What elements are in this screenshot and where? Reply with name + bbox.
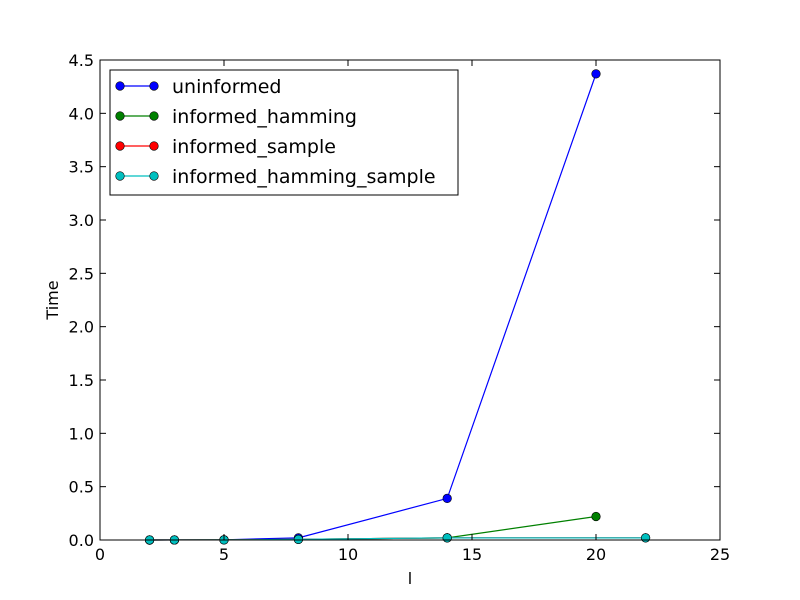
legend-marker: [149, 141, 159, 151]
y-tick-label: 1.5: [69, 371, 94, 390]
legend-item-informed-sample: informed_sample: [115, 136, 336, 158]
y-tick-label: 3.0: [69, 211, 94, 230]
x-tick-label: 15: [462, 545, 482, 564]
x-tick-label: 25: [710, 545, 730, 564]
legend-marker: [149, 111, 159, 121]
axes-layer: 0 5 10 15 20 25 0.0 0.5 1.0 1.5 2.0 2.5 3.0 3.5 4.0 4.5…: [43, 51, 730, 588]
data-point-uninformed: [442, 493, 452, 504]
legend: uninformed informed_hamming informed_sampl…: [109, 69, 459, 196]
y-tick-label: 0.0: [69, 531, 94, 550]
data-point-informed-hamming-sample: [293, 534, 304, 544]
y-axis-label: Time: [43, 280, 62, 320]
legend-box: [109, 69, 459, 196]
data-point-informed-hamming: [591, 511, 601, 522]
legend-label: informed_hamming: [172, 106, 357, 128]
legend-item-informed-hamming: informed_hamming: [115, 106, 357, 128]
legend-item-uninformed: uninformed: [115, 76, 281, 98]
legend-marker: [115, 81, 125, 91]
legend-marker: [149, 171, 159, 181]
data-point-informed-hamming-sample: [640, 533, 651, 543]
axes-frame: [99, 59, 721, 541]
legend-item-informed-hamming-sample: informed_hamming_sample: [115, 166, 436, 188]
x-axis-label: l: [408, 569, 412, 588]
x-tick-label: 10: [338, 545, 358, 564]
x-tick-label: 20: [586, 545, 606, 564]
data-point-informed-hamming-sample: [442, 533, 452, 543]
data-point-uninformed: [591, 69, 601, 79]
legend-label: uninformed: [172, 76, 281, 98]
legend-label: informed_sample: [172, 136, 336, 158]
legend-marker: [115, 171, 125, 181]
legend-marker: [115, 111, 125, 121]
x-tick-label: 5: [219, 545, 229, 564]
y-tick-label: 3.5: [69, 158, 94, 177]
y-tick-label: 0.5: [69, 478, 94, 497]
y-tick-label: 2.5: [69, 264, 94, 283]
legend-marker: [115, 141, 125, 151]
y-tick-label: 4.5: [69, 51, 94, 70]
y-tick-label: 1.0: [69, 424, 94, 443]
y-tick-label: 4.0: [69, 104, 94, 123]
x-tick-label: 0: [95, 545, 105, 564]
legend-marker: [149, 81, 159, 91]
y-tick-label: 2.0: [69, 318, 94, 337]
legend-label: informed_hamming_sample: [172, 166, 436, 188]
